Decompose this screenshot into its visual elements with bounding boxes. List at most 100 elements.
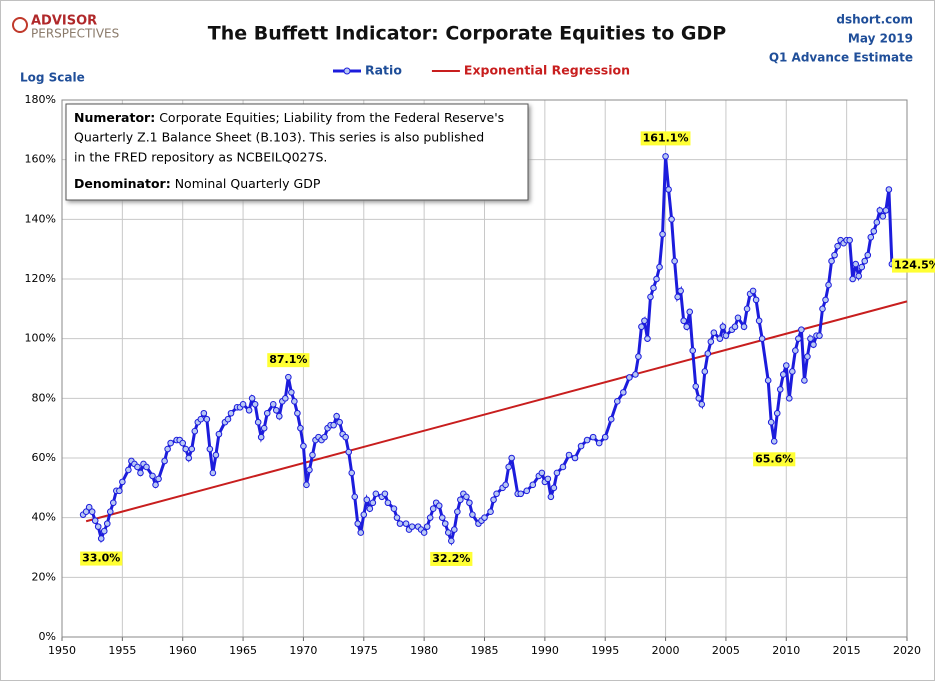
point bbox=[825, 281, 832, 289]
point bbox=[882, 207, 890, 214]
point bbox=[858, 263, 866, 271]
note-text: Quarterly Z.1 Balance Sheet (B.103). Thi… bbox=[74, 130, 484, 145]
point bbox=[692, 383, 700, 390]
point bbox=[469, 511, 476, 518]
note-text: in the FRED repository as NCBEILQ027S. bbox=[74, 150, 327, 165]
point bbox=[626, 374, 633, 381]
point bbox=[441, 520, 449, 527]
x-tick-label: 1965 bbox=[229, 644, 257, 657]
point bbox=[369, 499, 377, 507]
x-tick-label: 1960 bbox=[169, 644, 197, 657]
point bbox=[695, 395, 703, 402]
point bbox=[260, 424, 268, 432]
point bbox=[384, 499, 392, 507]
y-tick-label: 160% bbox=[25, 153, 56, 166]
point bbox=[719, 323, 727, 331]
point bbox=[294, 409, 301, 417]
point bbox=[197, 415, 205, 423]
point bbox=[641, 317, 648, 325]
point bbox=[846, 236, 853, 244]
note-frame bbox=[65, 103, 529, 201]
annotation: 65.6% bbox=[753, 452, 796, 467]
point bbox=[662, 153, 669, 160]
point bbox=[155, 475, 162, 483]
point bbox=[523, 487, 531, 495]
point bbox=[487, 508, 494, 516]
point bbox=[330, 421, 337, 429]
point bbox=[423, 523, 431, 530]
point bbox=[849, 275, 856, 283]
point bbox=[493, 490, 500, 498]
point bbox=[110, 499, 117, 507]
point bbox=[644, 335, 651, 342]
point bbox=[798, 326, 805, 334]
annotation-label: 32.2% bbox=[432, 552, 470, 565]
annotation: 87.1% bbox=[267, 353, 310, 368]
note-label: Denominator: bbox=[74, 176, 171, 191]
y-tick-label: 140% bbox=[25, 212, 56, 225]
point bbox=[275, 412, 283, 420]
point bbox=[632, 371, 639, 378]
point bbox=[740, 323, 748, 331]
series-line bbox=[82, 156, 896, 546]
point bbox=[282, 395, 289, 402]
note-text: Corporate Equities; Liability from the F… bbox=[159, 110, 504, 125]
point bbox=[595, 439, 603, 447]
point bbox=[269, 401, 277, 408]
point bbox=[873, 219, 881, 226]
point bbox=[647, 293, 654, 301]
point bbox=[659, 230, 666, 238]
point bbox=[390, 505, 398, 513]
point bbox=[306, 466, 313, 474]
x-tick-label: 1950 bbox=[48, 644, 76, 657]
point bbox=[182, 445, 190, 453]
plot-area: 0% 20% 40% 60% 80% 100% 120% 140% 160% 180% 1950 19… bbox=[25, 93, 935, 657]
point bbox=[716, 335, 724, 342]
point bbox=[553, 469, 561, 477]
point bbox=[734, 314, 742, 322]
point bbox=[544, 475, 552, 483]
point bbox=[309, 451, 316, 459]
y-tick-label: 80% bbox=[32, 391, 56, 404]
point bbox=[134, 463, 141, 471]
x-tick-label: 1955 bbox=[108, 644, 136, 657]
point bbox=[215, 430, 223, 438]
point bbox=[686, 308, 694, 316]
point bbox=[263, 409, 271, 417]
point bbox=[435, 502, 443, 510]
point bbox=[212, 451, 220, 459]
source: dshort.com bbox=[836, 13, 913, 27]
x-tick-label: 2020 bbox=[893, 644, 921, 657]
point bbox=[822, 296, 829, 304]
point bbox=[291, 398, 298, 405]
point bbox=[638, 323, 645, 331]
x-tick-label: 2010 bbox=[772, 644, 800, 657]
point bbox=[577, 442, 585, 450]
point bbox=[251, 401, 259, 408]
annotation: 33.0% bbox=[80, 551, 123, 566]
annotation-bg bbox=[640, 131, 691, 146]
point bbox=[792, 347, 799, 354]
x-tick-label: 1990 bbox=[531, 644, 559, 657]
point bbox=[758, 335, 766, 342]
logo: ADVISOR bbox=[31, 14, 97, 29]
point bbox=[381, 490, 389, 498]
point bbox=[200, 409, 208, 417]
point bbox=[755, 317, 763, 325]
point bbox=[698, 401, 706, 408]
point bbox=[816, 332, 823, 339]
point bbox=[203, 415, 211, 423]
point bbox=[779, 371, 787, 378]
annotation-bg bbox=[892, 258, 935, 273]
annotation: 124.5% bbox=[892, 258, 935, 273]
point bbox=[303, 481, 310, 489]
point bbox=[870, 227, 878, 235]
point bbox=[828, 257, 835, 265]
point bbox=[607, 415, 615, 423]
point bbox=[164, 445, 171, 453]
point bbox=[722, 332, 730, 339]
annotation: 32.2% bbox=[430, 551, 473, 566]
x-tick-label: 1980 bbox=[410, 644, 438, 657]
